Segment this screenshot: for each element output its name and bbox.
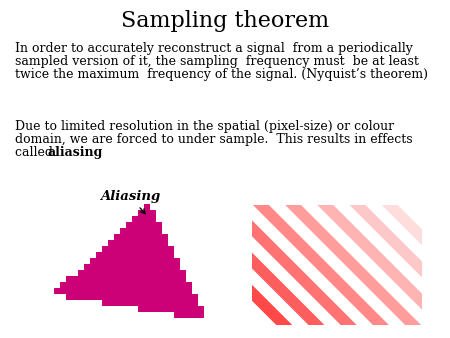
Polygon shape [317,205,422,310]
Text: called: called [15,146,57,159]
Text: aliasing: aliasing [48,146,104,159]
Text: In order to accurately reconstruct a signal  from a periodically: In order to accurately reconstruct a sig… [15,42,413,55]
Text: Aliasing: Aliasing [100,190,160,214]
Bar [144,204,150,210]
Polygon shape [350,205,422,277]
Text: domain, we are forced to under sample.  This results in effects: domain, we are forced to under sample. T… [15,133,413,146]
Bar [66,276,186,282]
Bar [108,240,168,246]
Bar [96,252,174,258]
Polygon shape [382,205,422,245]
Polygon shape [252,285,292,325]
Bar [138,210,156,216]
Text: twice the maximum  frequency of the signal. (Nyquist’s theorem): twice the maximum frequency of the signa… [15,68,428,81]
Text: sampled version of it, the sampling  frequency must  be at least: sampled version of it, the sampling freq… [15,55,419,68]
Polygon shape [253,205,389,325]
Bar [60,282,192,288]
Bar [138,306,204,312]
Bar [66,294,198,300]
Text: Due to limited resolution in the spatial (pixel-size) or colour: Due to limited resolution in the spatial… [15,120,394,133]
Bar [120,228,162,234]
Bar [132,216,156,222]
Bar [102,300,198,306]
Polygon shape [252,252,324,325]
Polygon shape [285,205,421,325]
Bar [114,234,168,240]
Bar [54,288,192,294]
Bar [102,246,174,252]
Bar [126,222,162,228]
Text: Sampling theorem: Sampling theorem [121,10,329,32]
Bar [84,264,180,270]
Bar [174,312,204,318]
Polygon shape [252,220,357,325]
Bar [78,270,186,276]
Bar [90,258,180,264]
Text: .: . [85,146,89,159]
